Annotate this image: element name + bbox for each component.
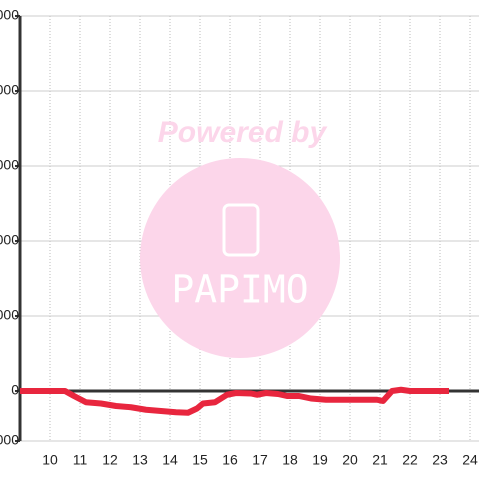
y-tick-label: 120,000 bbox=[0, 82, 19, 98]
x-tick-label: 22 bbox=[402, 452, 418, 468]
watermark-logo: PAPIMO bbox=[171, 268, 308, 312]
y-tick-label: 90,000 bbox=[0, 157, 19, 173]
watermark-circle bbox=[140, 158, 340, 358]
x-tick-label: 20 bbox=[342, 452, 358, 468]
watermark-icon bbox=[222, 203, 260, 257]
x-tick-label: 19 bbox=[312, 452, 328, 468]
x-tick-label: 12 bbox=[102, 452, 118, 468]
line-series bbox=[20, 386, 449, 416]
x-tick-label: 14 bbox=[162, 452, 178, 468]
x-tick-label: 11 bbox=[73, 452, 88, 468]
watermark-text: Powered by bbox=[158, 116, 328, 149]
x-tick-label: 21 bbox=[372, 452, 388, 468]
y-tick-label: 150,000 bbox=[0, 7, 19, 23]
watermark: Powered by PAPIMO bbox=[140, 116, 340, 358]
x-tick-label: 10 bbox=[42, 452, 58, 468]
x-tick-label: 23 bbox=[432, 452, 448, 468]
x-tick-label: 18 bbox=[282, 452, 298, 468]
y-tick-label: 0 bbox=[11, 382, 19, 398]
y-tick-label: 60,000 bbox=[0, 232, 19, 248]
x-tick-label: 17 bbox=[252, 452, 268, 468]
x-tick-label: 13 bbox=[132, 452, 148, 468]
y-tick-label: 30,000 bbox=[0, 307, 19, 323]
x-tick-label: 15 bbox=[192, 452, 208, 468]
x-tick-label: 24 bbox=[462, 452, 478, 468]
y-tick-label: -20,000 bbox=[0, 432, 19, 448]
x-tick-label: 16 bbox=[222, 452, 238, 468]
